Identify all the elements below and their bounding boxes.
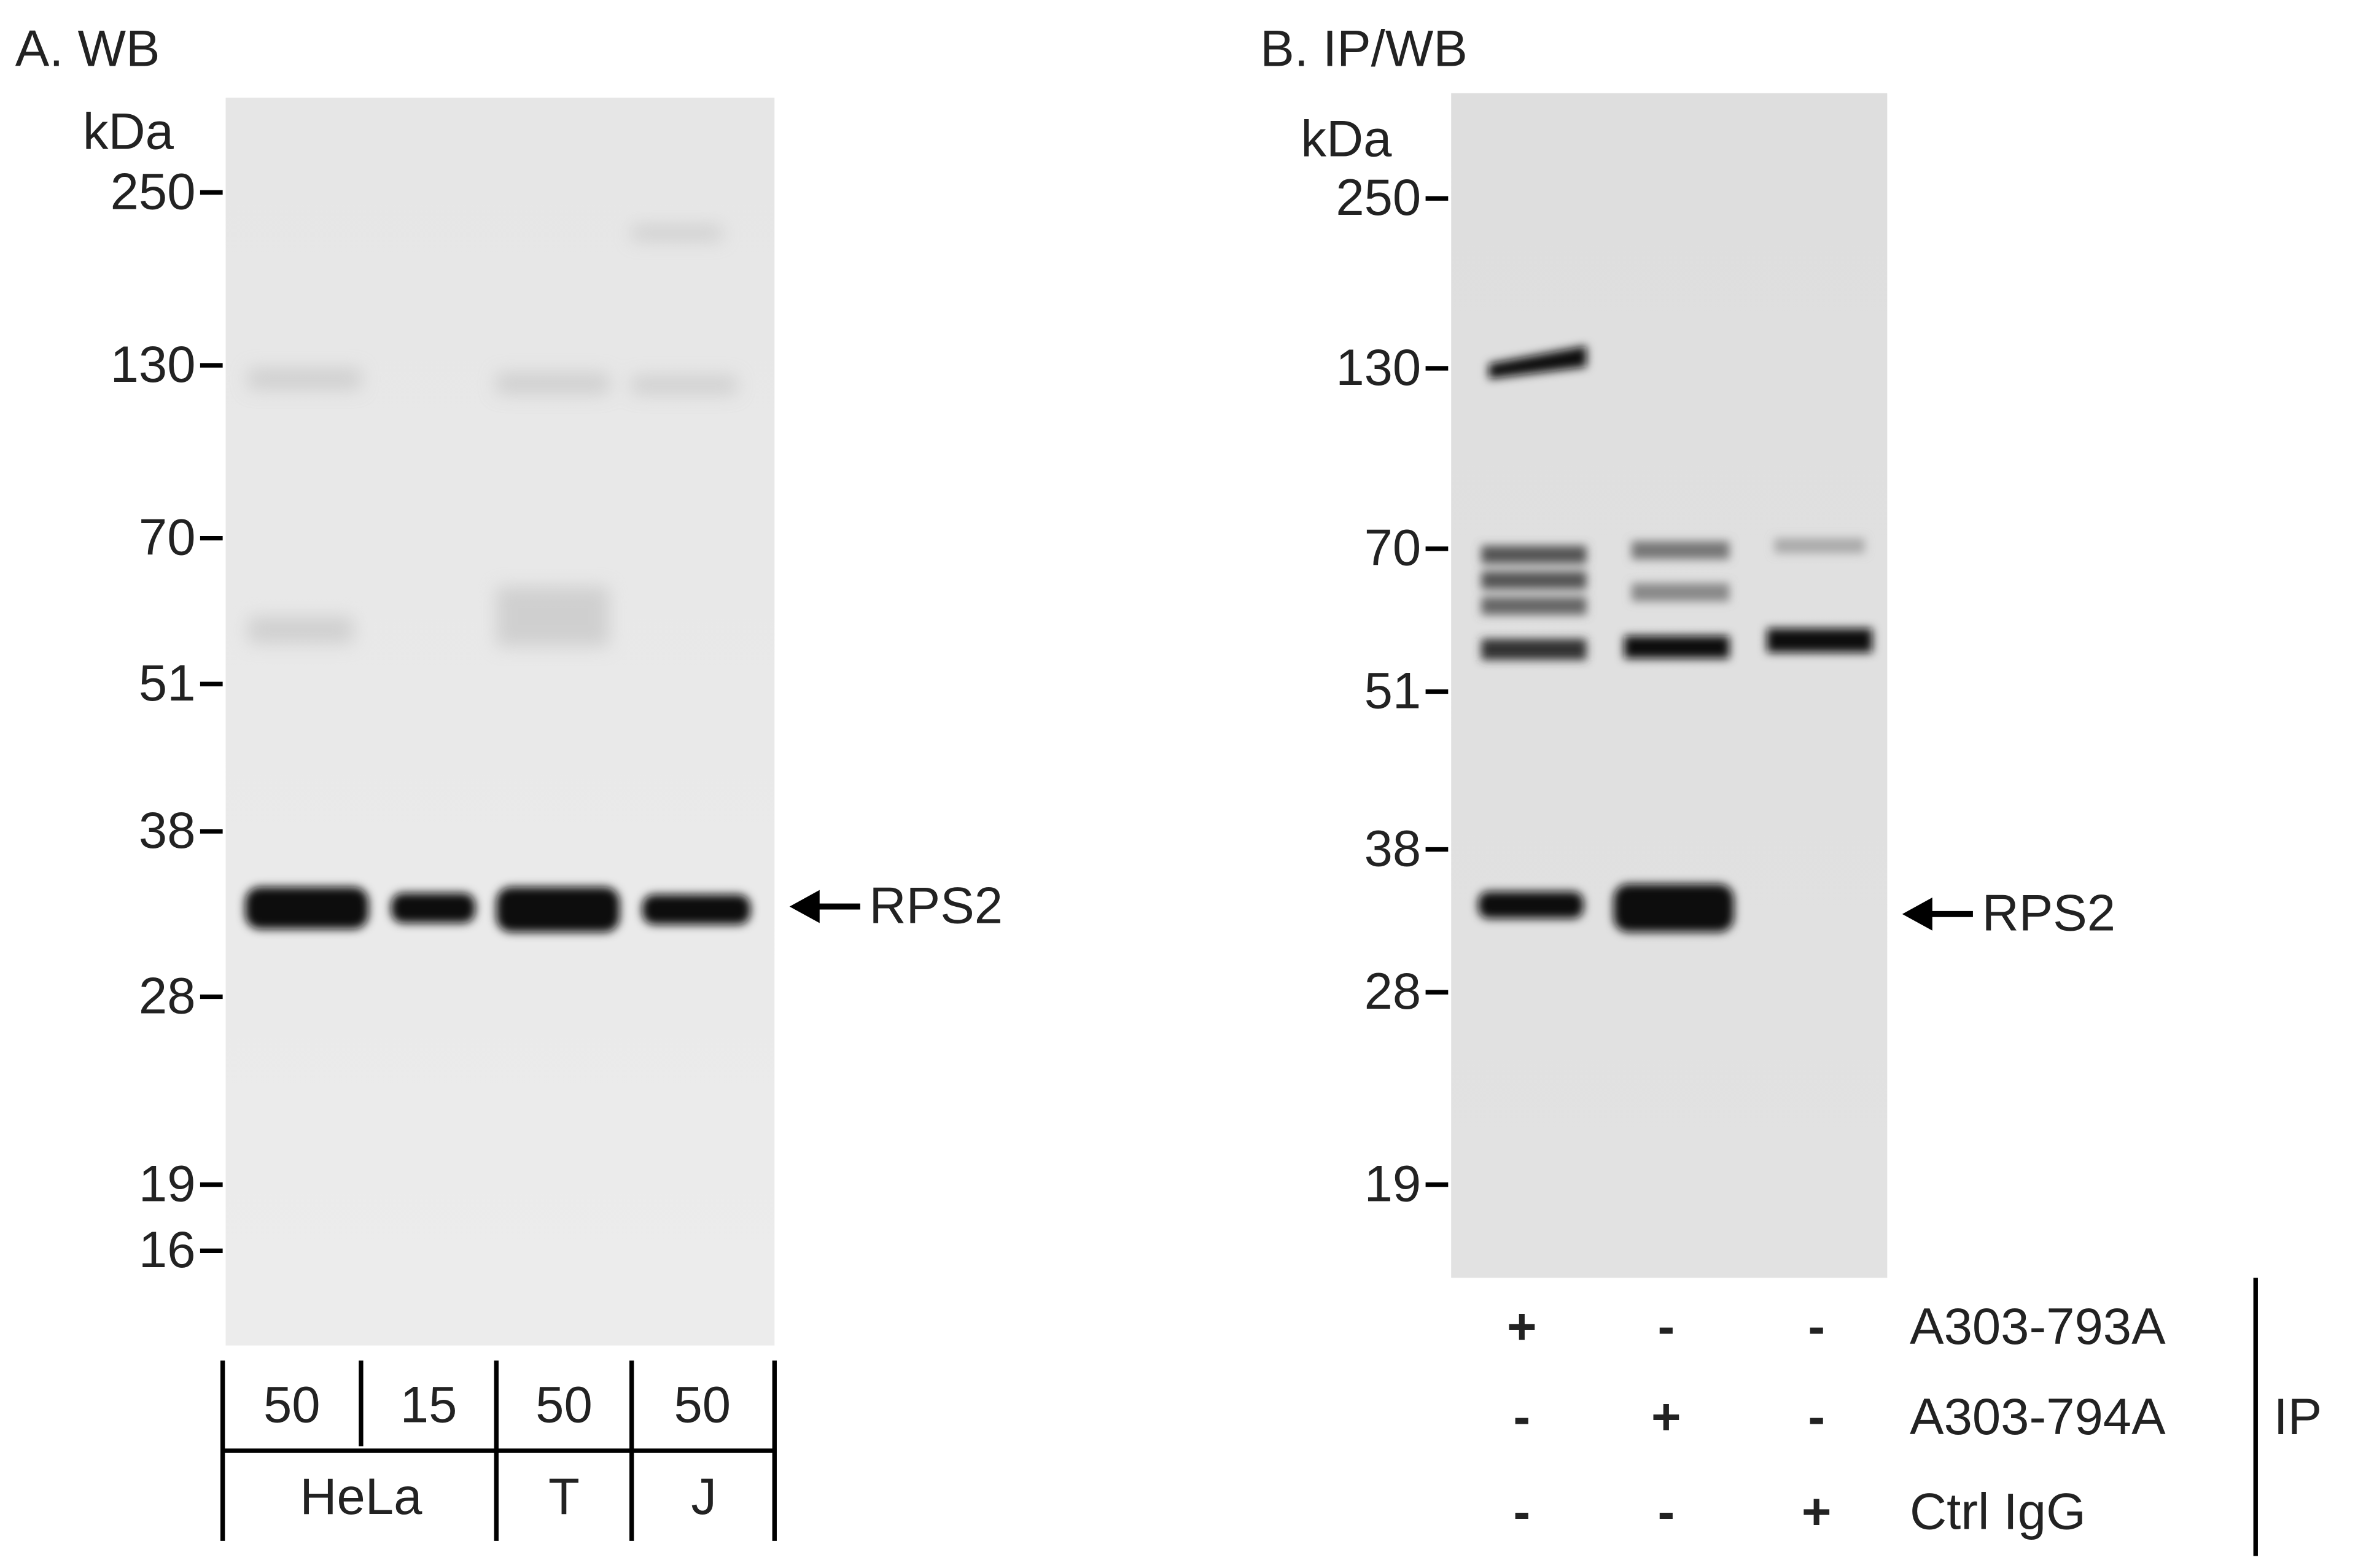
marker-label: 250 xyxy=(111,163,196,220)
marker-label: 70 xyxy=(1364,519,1422,576)
marker-label: 250 xyxy=(1336,169,1421,226)
cell-line: HeLa xyxy=(300,1468,422,1525)
marker-label: 19 xyxy=(139,1155,196,1212)
ip-mark: - xyxy=(1658,1298,1675,1355)
marker-label: 28 xyxy=(1364,963,1422,1020)
marker-label: 130 xyxy=(111,336,196,393)
ip-mark: + xyxy=(1507,1298,1537,1355)
marker-label: 16 xyxy=(139,1221,196,1278)
marker-label: 38 xyxy=(139,802,196,859)
marker-label: 28 xyxy=(139,967,196,1024)
unit-label: kDa xyxy=(1301,111,1392,168)
ip-mark: + xyxy=(1651,1388,1681,1445)
marker-label: 130 xyxy=(1336,339,1421,396)
band-label: RPS2 xyxy=(1982,885,2115,942)
ip-mark: - xyxy=(1808,1388,1825,1445)
lane-amount: 50 xyxy=(263,1376,321,1433)
ip-mark: + xyxy=(1802,1483,1832,1540)
marker-label: 70 xyxy=(139,509,196,566)
marker-label: 19 xyxy=(1364,1155,1422,1212)
cell-line: T xyxy=(548,1468,580,1525)
cell-line: J xyxy=(691,1468,717,1525)
blot-b xyxy=(1451,93,1888,1278)
lane-table-a xyxy=(220,1360,777,1541)
ip-mark: - xyxy=(1808,1298,1825,1355)
marker-label: 38 xyxy=(1364,820,1422,877)
arrows xyxy=(789,890,1973,931)
ip-mark: - xyxy=(1513,1483,1530,1540)
rps2-bands-a xyxy=(245,887,751,933)
bands-b xyxy=(1478,346,1872,933)
band-label: RPS2 xyxy=(870,877,1003,934)
panel-title: A. WB xyxy=(15,20,160,77)
ip-antibody: A303-793A xyxy=(1910,1298,2166,1355)
blot-a xyxy=(225,98,775,1346)
ip-antibody: A303-794A xyxy=(1910,1388,2166,1445)
panel-title: B. IP/WB xyxy=(1260,20,1468,77)
lane-amount: 15 xyxy=(400,1376,457,1433)
faint-bands-a xyxy=(248,225,737,646)
lane-amount: 50 xyxy=(674,1376,731,1433)
marker-label: 51 xyxy=(1364,662,1422,719)
lane-amount: 50 xyxy=(535,1376,593,1433)
ip-mark: - xyxy=(1513,1388,1530,1445)
marker-label: 51 xyxy=(139,654,196,712)
ip-label: IP xyxy=(2274,1388,2322,1445)
ip-mark: - xyxy=(1658,1483,1675,1540)
ip-antibody: Ctrl IgG xyxy=(1910,1483,2086,1540)
unit-label: kDa xyxy=(83,103,174,160)
